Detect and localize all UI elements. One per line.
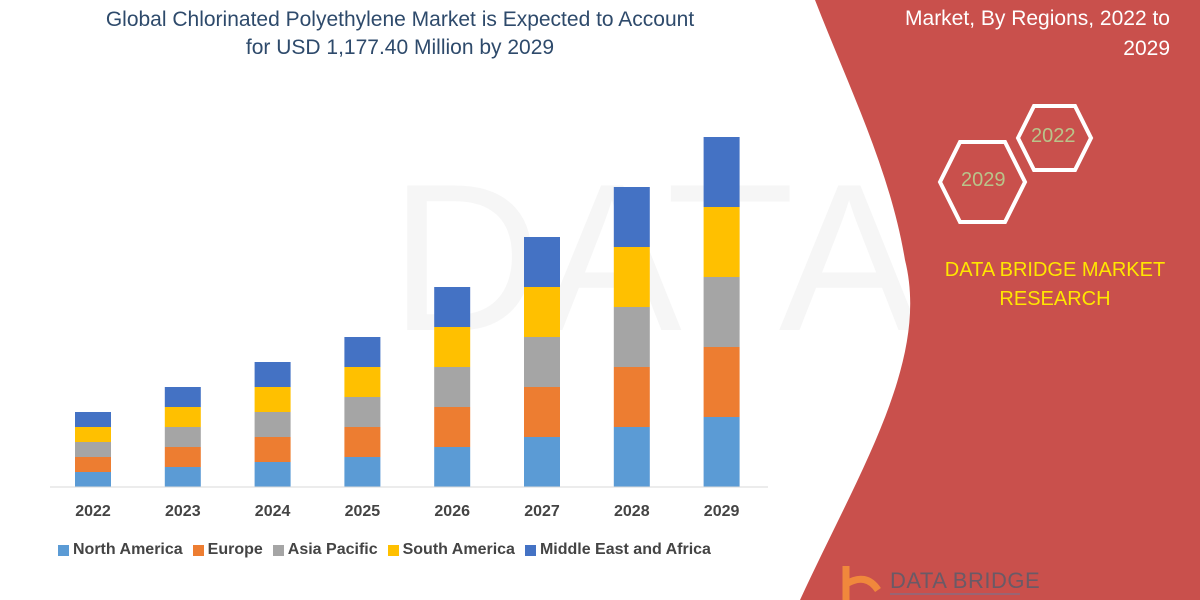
bar-segment-2027-europe [524, 387, 560, 437]
brand-line-2: RESEARCH [999, 288, 1111, 310]
legend: North America Europe Asia Pacific South Ame… [58, 541, 711, 559]
legend-swatch [192, 544, 204, 556]
bar-segment-2027-north-america [524, 437, 560, 487]
x-tick-label: 2023 [165, 503, 201, 520]
bar-segment-2023-middle-east-and-africa [164, 387, 201, 407]
bar-segment-2024-europe [254, 437, 291, 462]
bar-segment-2026-middle-east-and-africa [434, 287, 471, 327]
legend-label: North America [73, 541, 183, 558]
bar-segment-2025-asia-pacific [344, 397, 381, 427]
bar-segment-2024-asia-pacific [254, 412, 291, 437]
legend-item: Middle East and Africa [524, 541, 711, 559]
bar-segment-2027-south-america [524, 287, 560, 337]
title-line-1: Global Chlorinated Polyethylene Market i… [105, 8, 695, 31]
bar-chart [75, 137, 740, 487]
x-tick-label: 2024 [254, 503, 291, 520]
bar-segment-2027-middle-east-and-africa [524, 237, 560, 287]
red-side-panel [800, 0, 1200, 600]
bar-segment-2029-north-america [703, 417, 740, 487]
legend-swatch [387, 544, 399, 556]
bar-segment-2028-middle-east-and-africa [613, 187, 650, 247]
subtitle-line-1: Market, By Regions, 2022 to [905, 7, 1170, 30]
bar-segment-2028-europe [613, 367, 650, 427]
bar-segment-2023-north-america [164, 467, 201, 487]
hexagon-2022 [1015, 104, 1094, 172]
legend-swatch [272, 544, 284, 556]
bar-segment-2022-north-america [75, 472, 111, 487]
bar-segment-2029-europe [703, 347, 740, 417]
bar-segment-2028-asia-pacific [613, 307, 650, 367]
hex-label-2029: 2029 [961, 169, 1006, 191]
legend-swatch [58, 544, 69, 556]
title-line-2: for USD 1,177.40 Million by 2029 [245, 36, 555, 59]
bar-segment-2027-asia-pacific [524, 337, 560, 387]
bar-segment-2025-north-america [344, 457, 381, 487]
logo-mark [842, 566, 1020, 600]
bar-segment-2026-europe [434, 407, 471, 447]
legend-item: North America [58, 541, 183, 559]
bar-segment-2029-middle-east-and-africa [703, 137, 740, 207]
bar-segment-2026-south-america [434, 327, 471, 367]
bar-segment-2024-north-america [254, 462, 291, 487]
bar-segment-2026-north-america [434, 447, 471, 487]
legend-item: Europe [192, 541, 263, 559]
bar-segment-2029-asia-pacific [703, 277, 740, 347]
bar-segment-2022-asia-pacific [75, 442, 111, 457]
bar-segment-2026-asia-pacific [434, 367, 471, 407]
x-tick-label: 2028 [614, 503, 650, 520]
legend-label: Middle East and Africa [539, 541, 711, 558]
x-tick-label: 2029 [703, 503, 740, 520]
logo-text: DATA BRIDGE [890, 568, 1041, 593]
hexagon-2029 [937, 140, 1028, 224]
bar-segment-2023-asia-pacific [164, 427, 201, 447]
bar-segment-2022-middle-east-and-africa [75, 412, 111, 427]
legend-label: Asia Pacific [287, 541, 378, 558]
panel-subtitle: Market, By Regions, 2022 to 2029 [870, 4, 1170, 64]
legend-item: Asia Pacific [272, 541, 378, 559]
legend-label: South America [402, 541, 515, 558]
legend-label: Europe [207, 541, 263, 558]
bar-segment-2023-south-america [164, 407, 201, 427]
bar-segment-2025-europe [344, 427, 381, 457]
legend-item: South America [387, 541, 515, 559]
brand-line-1: DATA BRIDGE MARKET [944, 259, 1166, 281]
bar-segment-2028-south-america [613, 247, 650, 307]
bar-segment-2025-middle-east-and-africa [344, 337, 381, 367]
brand-name: DATA BRIDGE MARKET RESEARCH [905, 256, 1200, 314]
hex-label-2022: 2022 [1031, 125, 1076, 147]
x-tick-label: 2025 [344, 503, 381, 520]
bar-segment-2023-europe [164, 447, 201, 467]
bar-segment-2028-north-america [613, 427, 650, 487]
bar-segment-2022-europe [75, 457, 111, 472]
subtitle-line-2: 2029 [1123, 37, 1170, 60]
bar-segment-2024-south-america [254, 387, 291, 412]
legend-swatch [524, 544, 536, 556]
bar-segment-2025-south-america [344, 367, 381, 397]
bar-segment-2024-middle-east-and-africa [254, 362, 291, 387]
x-tick-label: 2022 [75, 503, 111, 520]
bar-segment-2029-south-america [703, 207, 740, 277]
x-tick-label: 2026 [434, 503, 470, 520]
chart-title: Global Chlorinated Polyethylene Market i… [40, 6, 760, 62]
x-tick-label: 2027 [524, 503, 560, 520]
bar-segment-2022-south-america [75, 427, 111, 442]
